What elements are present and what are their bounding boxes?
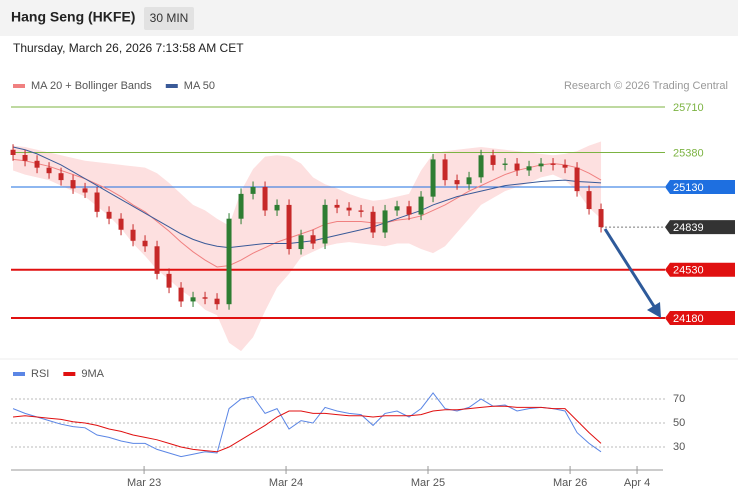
candle-body [286, 204, 292, 250]
candle-body [358, 210, 364, 212]
y-tick-label: 30 [673, 441, 685, 453]
candle-body [466, 177, 472, 185]
candle-body [334, 204, 340, 208]
level-label: 25130 [673, 182, 704, 194]
legend-label: RSI [31, 368, 49, 380]
level-label: 24530 [673, 265, 704, 277]
candle-body [394, 206, 400, 211]
level-label: 25380 [673, 147, 704, 159]
candle-body [238, 193, 244, 219]
bollinger-band [13, 141, 602, 352]
interval-badge [144, 7, 194, 30]
level-label-bg [665, 220, 735, 235]
candle-body [46, 167, 52, 174]
candle-body [310, 235, 316, 244]
arrow [603, 228, 659, 312]
candle-body [190, 297, 196, 302]
price-panel: 25710 25380 25130 24839 24530 24180 MA 20 + Bo… [10, 80, 735, 352]
legend-swatch [13, 84, 25, 88]
level-label: 24839 [673, 222, 704, 234]
candle-body [346, 207, 352, 211]
candle-body [34, 160, 40, 168]
candle-body [370, 211, 376, 233]
legend-label: 9MA [81, 368, 104, 380]
candle-body [142, 240, 148, 247]
candle-body [70, 180, 76, 189]
x-tick-label: Mar 25 [411, 477, 445, 489]
level-label-bg [665, 310, 735, 325]
candle-body [550, 163, 556, 165]
candle-body [298, 235, 304, 250]
candle-body [454, 180, 460, 185]
candle-body [322, 204, 328, 244]
candle-body [382, 210, 388, 233]
rsi-panel: 30 50 70 Mar 23 Mar 24 Mar 25 Mar 26 Apr 4 RSI 9M… [11, 368, 685, 489]
candle-body [586, 191, 592, 210]
legend-swatch [165, 84, 178, 88]
rsi-line [12, 392, 602, 458]
level-label-bg [665, 262, 735, 277]
candle-body [94, 192, 100, 212]
level-label: 25710 [673, 102, 704, 114]
candle-body [442, 159, 448, 181]
candle-body [118, 218, 124, 230]
x-tick-label: Mar 26 [553, 477, 587, 489]
candle-body [130, 229, 136, 241]
legend-label: MA 50 [184, 80, 215, 92]
ma-line [12, 146, 602, 249]
candle-body [262, 186, 268, 211]
candle-body [418, 196, 424, 215]
candle-body [598, 209, 604, 228]
candle-body [562, 164, 568, 168]
candle-body [538, 163, 544, 167]
candle-body [274, 204, 280, 211]
x-tick-label: Mar 23 [127, 477, 161, 489]
candle-body [154, 246, 160, 274]
x-tick-label: Mar 24 [269, 477, 303, 489]
candle-body [406, 206, 412, 215]
candle-body [226, 218, 232, 305]
candle-body [82, 188, 88, 193]
candle-body [574, 167, 580, 192]
legend-label: MA 20 + Bollinger Bands [31, 80, 152, 92]
candle-body [514, 163, 520, 171]
timestamp: Thursday, March 26, 2026 7:13:58 AM CET [13, 41, 244, 55]
rsi-line [12, 405, 602, 453]
x-tick-label: Apr 4 [624, 477, 650, 489]
candle-body [214, 298, 220, 305]
arrow-head [647, 302, 661, 318]
candle-body [202, 297, 208, 299]
legend-swatch [63, 372, 76, 376]
candle-body [490, 155, 496, 165]
title: Hang Seng (HKFE) [11, 9, 135, 25]
candle-body [250, 186, 256, 194]
legend-swatch [13, 372, 25, 376]
interval: 30 MIN [150, 11, 189, 25]
candle-body [502, 163, 508, 165]
level-label-bg [665, 179, 735, 194]
candle-body [22, 154, 28, 161]
candle-body [10, 149, 16, 155]
candle-body [478, 155, 484, 178]
candle-body [166, 273, 172, 288]
candle-body [178, 287, 184, 302]
candle-body [106, 211, 112, 219]
header-bar [0, 0, 738, 36]
y-tick-label: 70 [673, 393, 685, 405]
y-tick-label: 50 [673, 417, 685, 429]
candle-body [58, 173, 64, 181]
credit: Research © 2026 Trading Central [564, 80, 728, 92]
level-label: 24180 [673, 313, 704, 325]
ma-line [12, 158, 602, 268]
candle-body [526, 166, 532, 171]
candle-body [430, 159, 436, 197]
